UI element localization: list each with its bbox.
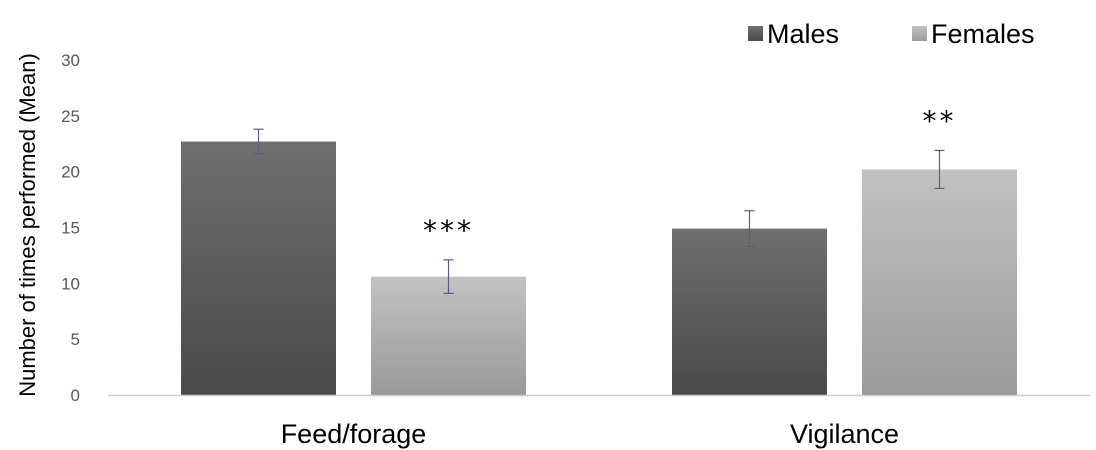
legend-swatch-females (912, 26, 927, 41)
x-category-label: Vigilance (790, 419, 899, 449)
legend-label-females: Females (931, 19, 1035, 49)
y-tick-label: 0 (71, 386, 80, 405)
y-tick-label: 10 (61, 274, 80, 293)
y-tick-label: 25 (61, 107, 80, 126)
bar-males-vigilance (672, 228, 827, 395)
x-category-label: Feed/forage (281, 419, 427, 449)
y-tick-label: 15 (61, 219, 80, 238)
significance-marker: *** (423, 214, 474, 247)
bar-females-feed-forage (371, 276, 526, 395)
plot-area: 0 5 10 15 20 25 30 *** Feed/forage ** Vigilance (61, 51, 1090, 449)
y-tick-label: 20 (61, 163, 80, 182)
legend: Males Females (748, 19, 1035, 49)
y-tick-label: 30 (61, 51, 80, 70)
bar-females-vigilance (862, 169, 1017, 395)
legend-swatch-males (748, 26, 763, 41)
legend-label-males: Males (767, 19, 839, 49)
bar-males-feed-forage (181, 141, 336, 395)
y-tick-label: 5 (71, 330, 80, 349)
significance-marker: ** (923, 104, 957, 137)
y-axis-title: Number of times performed (Mean) (15, 53, 40, 397)
